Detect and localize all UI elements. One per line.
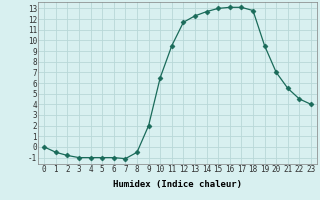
X-axis label: Humidex (Indice chaleur): Humidex (Indice chaleur) xyxy=(113,180,242,189)
